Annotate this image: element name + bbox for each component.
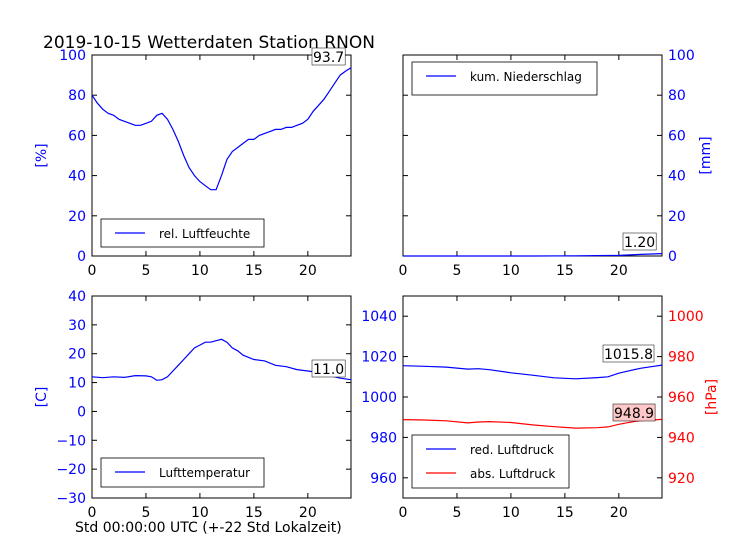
y-tick-label: 30: [68, 318, 86, 334]
value-annotation-box: [602, 344, 655, 363]
legend-label: red. Luftdruck: [470, 443, 554, 457]
y-right-tick-label: 920: [668, 471, 695, 487]
x-tick-label: 15: [556, 263, 574, 279]
x-tick-label: 20: [299, 505, 317, 521]
series-line-1: [402, 364, 663, 380]
series-line-1: [403, 253, 663, 257]
x-tick-label: 5: [452, 263, 461, 279]
value-annotation-2-box: [612, 403, 656, 422]
y-tick-label: 40: [668, 169, 686, 185]
subplot-temperature: 0 5 10 15 20 −30 −20 −10 0 10 20 30 40 [C] Lufttempera…: [34, 289, 352, 521]
y-tick-label: 80: [68, 88, 86, 104]
value-annotation: 1015.8: [604, 347, 653, 363]
legend-label: rel. Luftfeuchte: [159, 227, 250, 241]
legend-frame: [411, 61, 598, 96]
y-right-tick-label: 960: [668, 390, 695, 406]
x-tick-label: 20: [299, 263, 317, 279]
y-tick-label: 100: [59, 48, 86, 64]
y-right-tick-label: 940: [668, 430, 695, 446]
legend-label: Lufttemperatur: [159, 466, 250, 480]
x-tick-label: 10: [191, 505, 209, 521]
legend: rel. Luftfeuchte: [100, 218, 265, 248]
x-axis-label: Std 00:00:00 UTC (+-22 Std Lokalzeit): [75, 520, 342, 536]
series-line-2: [402, 418, 663, 429]
value-annotation-box: [622, 232, 657, 251]
x-tick-label: 0: [399, 263, 408, 279]
value-annotation: 1.20: [624, 235, 655, 251]
x-tick-label: 15: [245, 263, 263, 279]
y-right-tick-label: 980: [668, 350, 695, 366]
legend: kum. Niederschlag: [411, 61, 598, 96]
y-tick-label: 1040: [361, 309, 397, 325]
y-right-tick-label: 1000: [668, 309, 704, 325]
legend-frame: [411, 434, 570, 489]
y-tick-label: 100: [668, 48, 695, 64]
y-tick-label: 980: [370, 430, 397, 446]
legend: Lufttemperatur: [100, 457, 265, 488]
value-annotation-box: [311, 359, 346, 378]
y-tick-label: −30: [56, 491, 86, 507]
y-tick-label: −10: [56, 433, 86, 449]
y-tick-label: 0: [77, 404, 86, 420]
y-tick-label: 1000: [361, 390, 397, 406]
x-tick-label: 0: [88, 505, 97, 521]
x-tick-label: 5: [452, 505, 461, 521]
x-tick-label: 20: [610, 505, 628, 521]
axes-frame: [91, 54, 352, 257]
y-tick-label: 960: [370, 471, 397, 487]
y-axis-label: [hPa]: [704, 379, 720, 415]
y-tick-label: −20: [56, 462, 86, 478]
value-annotation: 93.7: [313, 50, 344, 66]
value-annotation-box: [311, 47, 346, 66]
y-axis-label: [%]: [34, 143, 50, 167]
value-annotation: 11.0: [313, 362, 344, 378]
legend-label: kum. Niederschlag: [470, 70, 582, 84]
x-tick-label: 10: [502, 505, 520, 521]
x-tick-label: 5: [141, 505, 150, 521]
y-tick-label: 1020: [361, 350, 397, 366]
x-tick-label: 15: [556, 505, 574, 521]
value-annotation-2: 948.9: [614, 406, 654, 422]
y-tick-label: 60: [668, 128, 686, 144]
series-line-1: [91, 67, 352, 191]
y-tick-label: 80: [668, 88, 686, 104]
x-tick-label: 20: [610, 263, 628, 279]
y-tick-label: 20: [68, 347, 86, 363]
y-tick-label: 0: [668, 249, 677, 265]
y-tick-label: 0: [77, 249, 86, 265]
subplot-humidity: 0 5 10 15 20 0 20 40 60 80 100 [%] rel. Luftfeuchte 9…: [34, 47, 352, 279]
x-tick-label: 10: [502, 263, 520, 279]
x-tick-label: 10: [191, 263, 209, 279]
y-tick-label: 10: [68, 376, 86, 392]
legend-label: abs. Luftdruck: [470, 467, 555, 481]
axes-frame: [91, 295, 352, 499]
y-tick-label: 40: [68, 169, 86, 185]
y-axis-label: [C]: [34, 387, 50, 408]
x-tick-label: 0: [399, 505, 408, 521]
legend: red. Luftdruck abs. Luftdruck: [411, 434, 570, 489]
y-tick-label: 40: [68, 289, 86, 305]
x-tick-label: 0: [88, 263, 97, 279]
subplot-pressure: 0 5 10 15 20 960 980 1000 1020 1040 920 940 960 980 10…: [361, 295, 720, 521]
y-tick-label: 60: [68, 128, 86, 144]
x-tick-label: 5: [141, 263, 150, 279]
figure-title: 2019-10-15 Wetterdaten Station RNON: [43, 33, 375, 53]
x-tick-label: 15: [245, 505, 263, 521]
series-line-1: [91, 338, 352, 381]
y-tick-label: 20: [668, 209, 686, 225]
subplot-precip: 0 5 10 15 20 0 20 40 60 80 100 [mm] kum. Niederschla…: [399, 48, 714, 279]
y-axis-label: [mm]: [698, 136, 714, 174]
y-tick-label: 20: [68, 209, 86, 225]
